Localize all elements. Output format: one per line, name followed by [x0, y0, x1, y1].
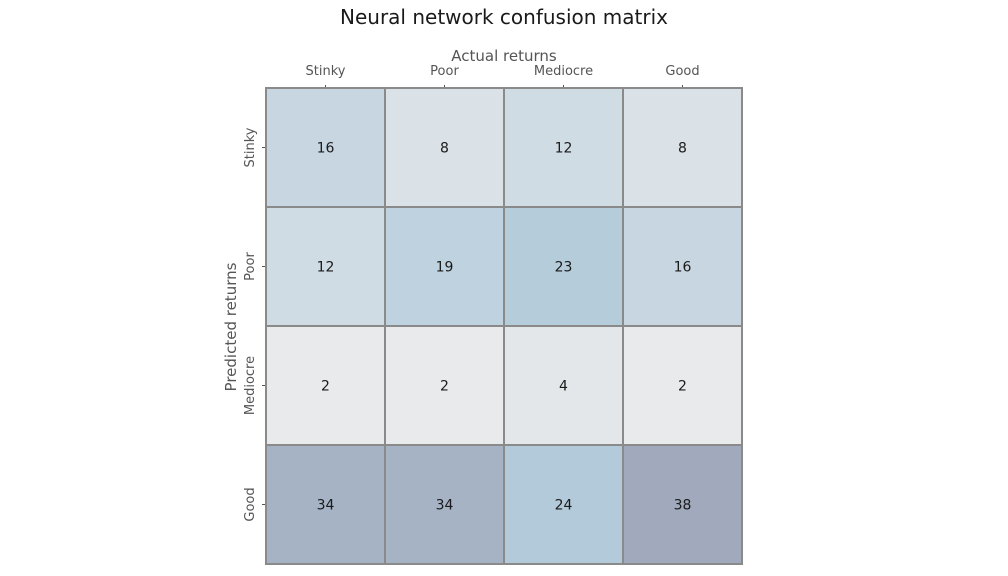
- y-tick-label: Poor: [243, 252, 258, 281]
- heatmap-cell: [384, 325, 505, 446]
- heatmap-cell: [384, 87, 505, 208]
- cell-value-label: 12: [317, 260, 335, 276]
- heatmap-cell: [622, 206, 743, 327]
- heatmap-cell: [622, 444, 743, 565]
- cell-value-label: 4: [559, 379, 568, 395]
- cell-value-label: 2: [678, 379, 687, 395]
- cell-value-label: 23: [555, 260, 573, 276]
- cell-value-label: 34: [317, 498, 335, 514]
- x-axis-label: Actual returns: [451, 47, 557, 65]
- heatmap-cell: [503, 87, 624, 208]
- heatmap-cell: [265, 87, 386, 208]
- heatmap-cell: [265, 444, 386, 565]
- x-tick-label: Good: [665, 64, 699, 79]
- heatmap-cell: [384, 206, 505, 327]
- cell-value-label: 8: [440, 141, 449, 157]
- cell-value-label: 2: [321, 379, 330, 395]
- x-tick-label: Mediocre: [534, 64, 593, 79]
- cell-value-label: 19: [436, 260, 454, 276]
- cell-value-label: 12: [555, 141, 573, 157]
- x-tick-label: Poor: [430, 64, 459, 79]
- chart-title: Neural network confusion matrix: [340, 5, 668, 29]
- y-axis-label: Predicted returns: [222, 262, 240, 391]
- cell-value-label: 34: [436, 498, 454, 514]
- cell-value-label: 24: [555, 498, 573, 514]
- heatmap-cell: [622, 87, 743, 208]
- cell-value-label: 2: [440, 379, 449, 395]
- y-ticks: Stinky Poor Mediocre Good: [243, 127, 265, 522]
- y-tick-label: Good: [243, 487, 258, 521]
- cell-value-label: 38: [674, 498, 692, 514]
- cell-value-label: 16: [317, 141, 335, 157]
- y-tick-label: Mediocre: [243, 356, 258, 415]
- x-tick-label: Stinky: [306, 64, 346, 79]
- heatmap-cells: 16 8 12 812 19 23 162 2 4 234 34 24 38: [265, 87, 743, 565]
- y-tick-label: Stinky: [243, 127, 258, 167]
- cell-value-label: 16: [674, 260, 692, 276]
- cell-value-label: 8: [678, 141, 687, 157]
- heatmap-cell: [622, 325, 743, 446]
- x-ticks: Stinky Poor Mediocre Good: [306, 64, 700, 87]
- heatmap-cell: [384, 444, 505, 565]
